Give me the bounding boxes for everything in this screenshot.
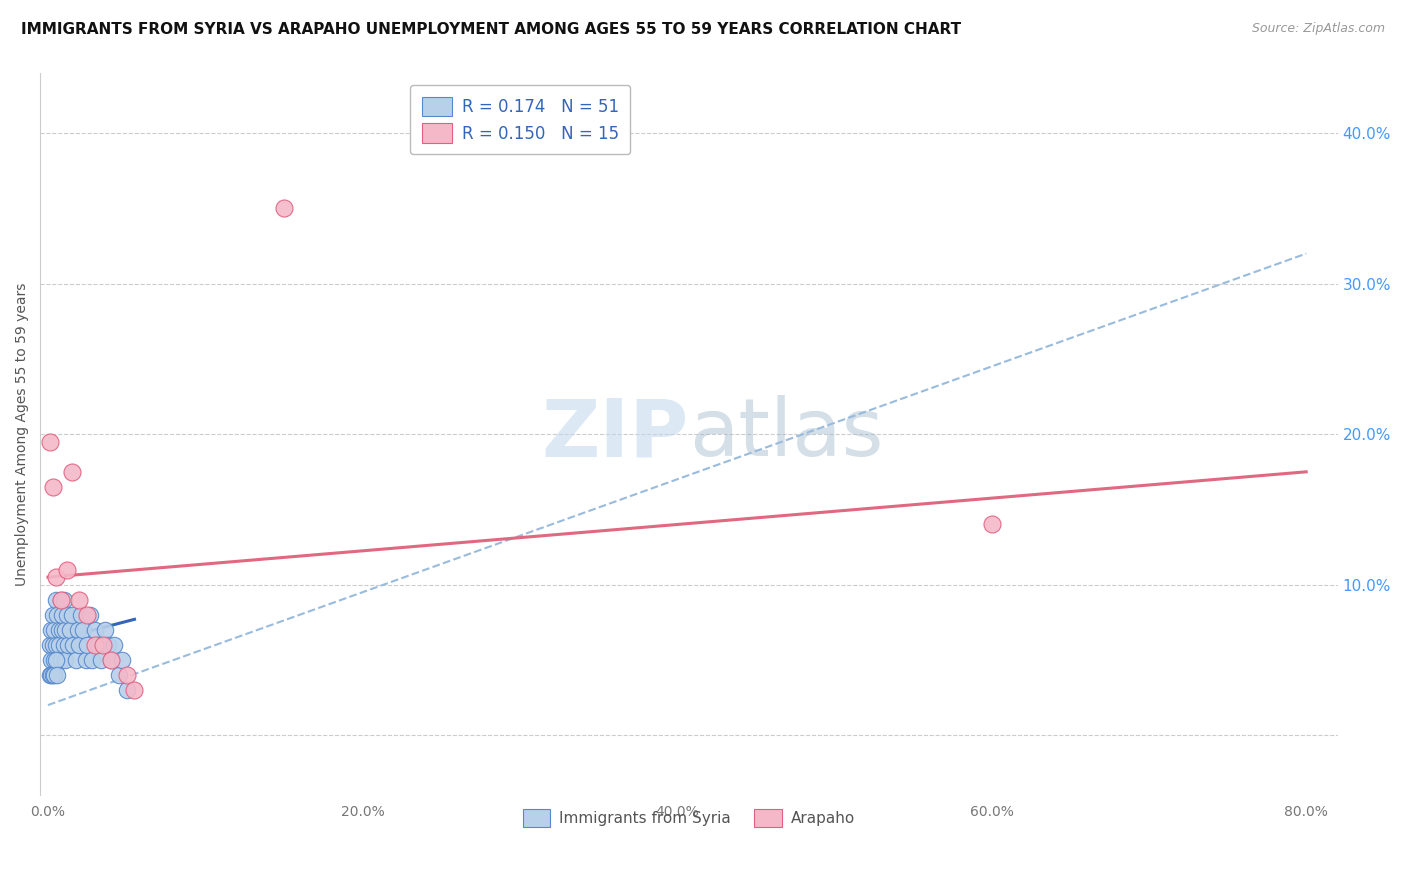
Point (38, 434, 60, 449)
Point (84, 638, 107, 652)
Point (46, 668, 69, 682)
Point (39, 668, 62, 682)
Point (41, 638, 63, 652)
Point (49, 592, 72, 607)
Text: IMMIGRANTS FROM SYRIA VS ARAPAHO UNEMPLOYMENT AMONG AGES 55 TO 59 YEARS CORRELAT: IMMIGRANTS FROM SYRIA VS ARAPAHO UNEMPLO… (21, 22, 962, 37)
Point (59, 623, 82, 637)
Point (60, 607, 83, 622)
Legend: Immigrants from Syria, Arapaho: Immigrants from Syria, Arapaho (515, 802, 863, 835)
Point (45, 638, 67, 652)
Point (62, 638, 84, 652)
Point (80, 653, 103, 667)
Point (41, 480, 63, 494)
Y-axis label: Unemployment Among Ages 55 to 59 years: Unemployment Among Ages 55 to 59 years (15, 283, 30, 586)
Point (45, 592, 67, 607)
Point (51, 623, 73, 637)
Point (41, 607, 63, 622)
Point (39, 623, 62, 637)
Point (51, 607, 73, 622)
Point (91, 638, 114, 652)
Point (76, 607, 98, 622)
Point (39, 653, 62, 667)
Point (100, 653, 122, 667)
Point (38, 638, 60, 652)
Point (45, 653, 67, 667)
Text: Source: ZipAtlas.com: Source: ZipAtlas.com (1251, 22, 1385, 36)
Point (97, 638, 120, 652)
Point (66, 623, 89, 637)
Point (46, 607, 69, 622)
Point (84, 623, 107, 637)
Point (60, 465, 83, 479)
Point (76, 638, 98, 652)
Point (67, 592, 90, 607)
Point (56, 563, 79, 577)
Text: ZIP: ZIP (541, 395, 689, 473)
Point (52, 638, 75, 652)
Point (53, 623, 76, 637)
Point (56, 607, 79, 622)
Point (48, 623, 70, 637)
Point (65, 653, 87, 667)
Point (44, 668, 66, 682)
Point (111, 653, 134, 667)
Point (90, 653, 112, 667)
Point (45, 570, 67, 584)
Point (38, 668, 60, 682)
Point (72, 623, 94, 637)
Point (93, 623, 115, 637)
Point (70, 607, 93, 622)
Point (115, 668, 138, 682)
Point (49, 653, 72, 667)
Point (103, 638, 125, 652)
Point (49, 592, 72, 607)
Point (44, 623, 66, 637)
Point (41, 668, 63, 682)
Point (980, 517, 1002, 532)
Point (75, 653, 97, 667)
Point (44, 653, 66, 667)
Point (273, 202, 295, 216)
Point (79, 607, 101, 622)
Point (58, 638, 80, 652)
Point (53, 653, 76, 667)
Point (124, 683, 146, 698)
Point (67, 638, 90, 652)
Point (87, 638, 110, 652)
Point (46, 653, 69, 667)
Point (115, 683, 138, 698)
Text: atlas: atlas (689, 395, 883, 473)
Point (100, 653, 122, 667)
Point (52, 592, 75, 607)
Point (48, 638, 70, 652)
Point (107, 668, 129, 682)
